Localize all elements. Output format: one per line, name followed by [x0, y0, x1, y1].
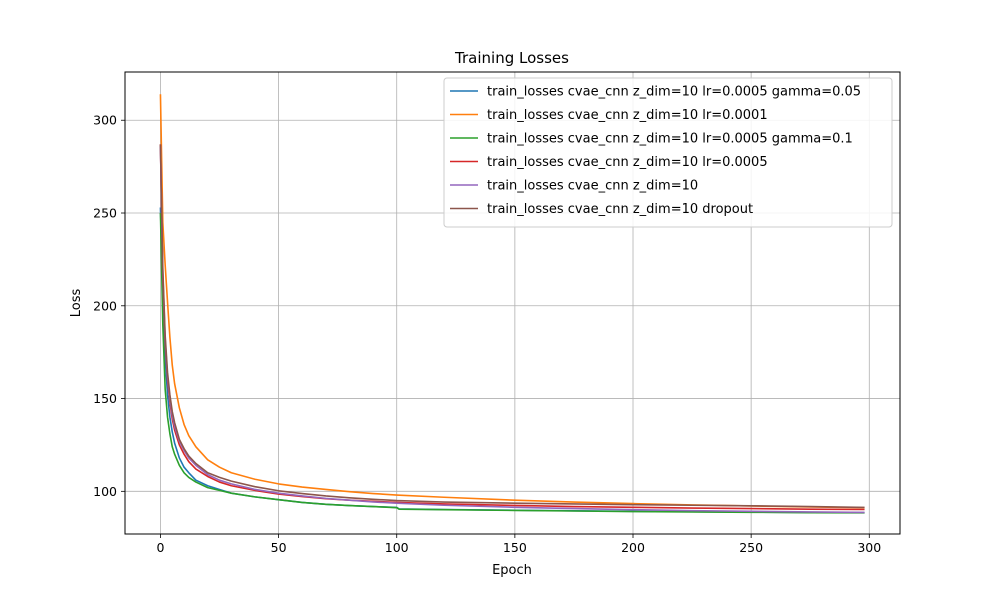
x-tick-label: 150: [503, 540, 527, 555]
y-axis-label: Loss: [69, 289, 84, 318]
y-tick-label: 250: [93, 206, 117, 221]
y-tick-label: 150: [93, 391, 117, 406]
y-tick-label: 200: [93, 298, 117, 313]
x-tick-label: 300: [857, 540, 881, 555]
y-tick-label: 100: [93, 484, 117, 499]
legend: train_losses cvae_cnn z_dim=10 lr=0.0005…: [443, 77, 893, 228]
legend-label-6: train_losses cvae_cnn z_dim=10 dropout: [487, 202, 753, 217]
chart-title: Training Losses: [454, 49, 569, 67]
legend-label-3: train_losses cvae_cnn z_dim=10 lr=0.0005…: [487, 132, 853, 147]
legend-label-1: train_losses cvae_cnn z_dim=10 lr=0.0005…: [487, 85, 861, 100]
legend-box: [443, 77, 893, 228]
legend-label-4: train_losses cvae_cnn z_dim=10 lr=0.0005: [487, 155, 768, 170]
plot-frame: [124, 71, 901, 535]
x-tick-label: 100: [385, 540, 409, 555]
y-tick-label: 300: [93, 113, 117, 128]
legend-label-2: train_losses cvae_cnn z_dim=10 lr=0.0001: [487, 108, 768, 123]
series-line-6: [159, 144, 865, 509]
series-line-3: [159, 212, 865, 514]
y-axis-ticks: 100 150 200 250 300: [93, 113, 125, 499]
x-axis-label: Epoch: [492, 563, 532, 578]
series-layer: [159, 94, 865, 514]
legend-label-5: train_losses cvae_cnn z_dim=10: [487, 179, 698, 194]
x-tick-label: 250: [739, 540, 763, 555]
x-tick-label: 200: [621, 540, 645, 555]
x-axis-ticks: 0 50 100 150 200 250 300: [156, 534, 881, 555]
x-tick-label: 50: [271, 540, 287, 555]
x-tick-label: 0: [156, 540, 164, 555]
series-line-2: [159, 94, 865, 509]
